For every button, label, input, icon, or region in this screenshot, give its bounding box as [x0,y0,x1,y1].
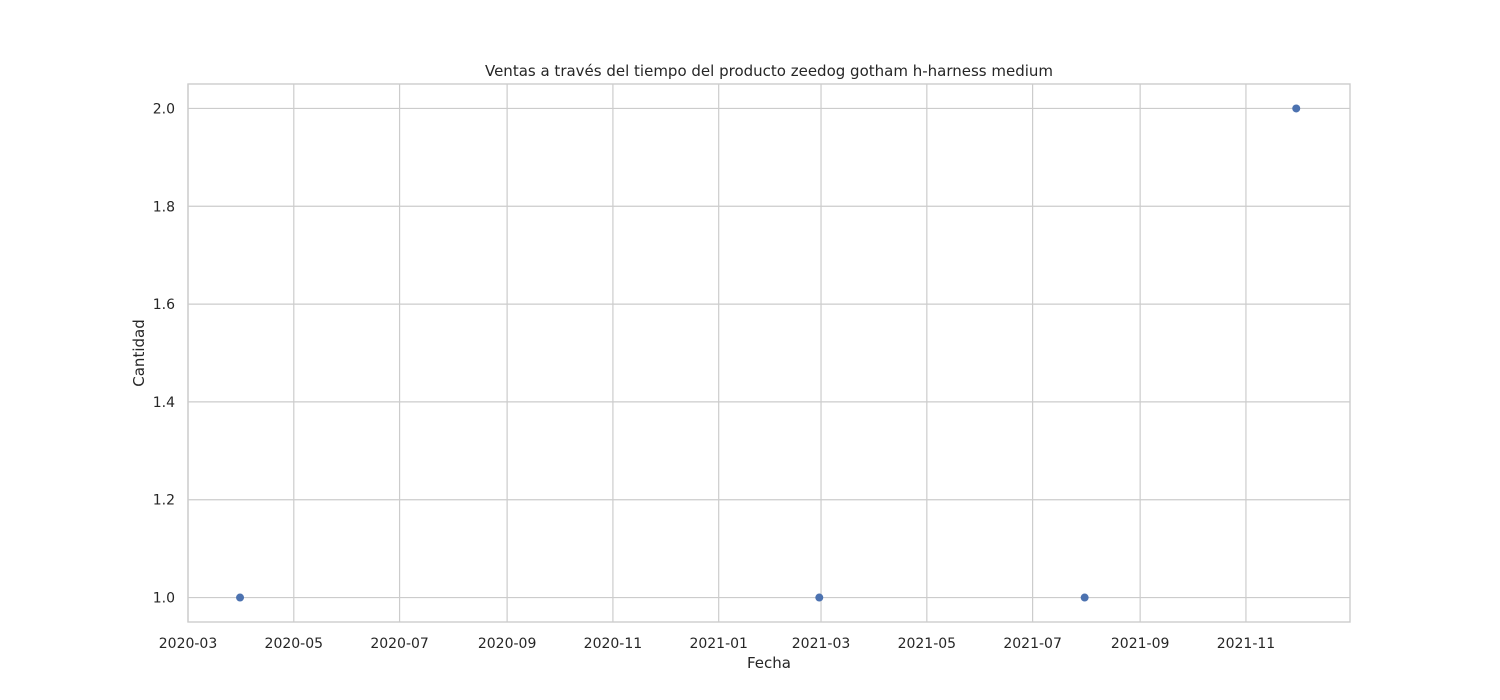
data-point [815,593,824,602]
grid [187,84,1350,622]
y-tick-label: 2.0 [153,101,175,117]
y-axis-title: Cantidad [130,319,148,386]
x-tick-label: 2021-05 [898,636,957,652]
x-tick-label: 2021-03 [792,636,851,652]
x-tick-label: 2021-11 [1217,636,1276,652]
plot-frame [187,83,1351,623]
x-tick-label: 2020-05 [265,636,324,652]
x-tick-label: 2021-07 [1003,636,1062,652]
y-tick-label: 1.6 [153,297,175,313]
y-tick-label: 1.4 [153,395,175,411]
chart-title: Ventas a través del tiempo del producto … [485,62,1053,80]
data-point [236,593,245,602]
x-tick-label: 2020-03 [159,636,218,652]
data-point [1080,593,1089,602]
x-tick-label: 2021-01 [689,636,748,652]
x-tick-labels: 2020-03 2020-05 2020-07 2020-09 2020-11 2021-… [159,636,1275,652]
x-tick-label: 2021-09 [1111,636,1170,652]
data-point [1292,104,1301,113]
y-tick-label: 1.8 [153,199,175,215]
x-tick-label: 2020-09 [478,636,537,652]
x-tick-label: 2020-11 [584,636,643,652]
x-tick-label: 2020-07 [370,636,429,652]
y-tick-label: 1.0 [153,591,175,607]
x-axis-title: Fecha [747,654,791,672]
y-tick-labels: 1.0 1.2 1.4 1.6 1.8 2.0 [153,101,175,606]
data-points [236,104,1301,602]
y-tick-label: 1.2 [153,493,175,509]
